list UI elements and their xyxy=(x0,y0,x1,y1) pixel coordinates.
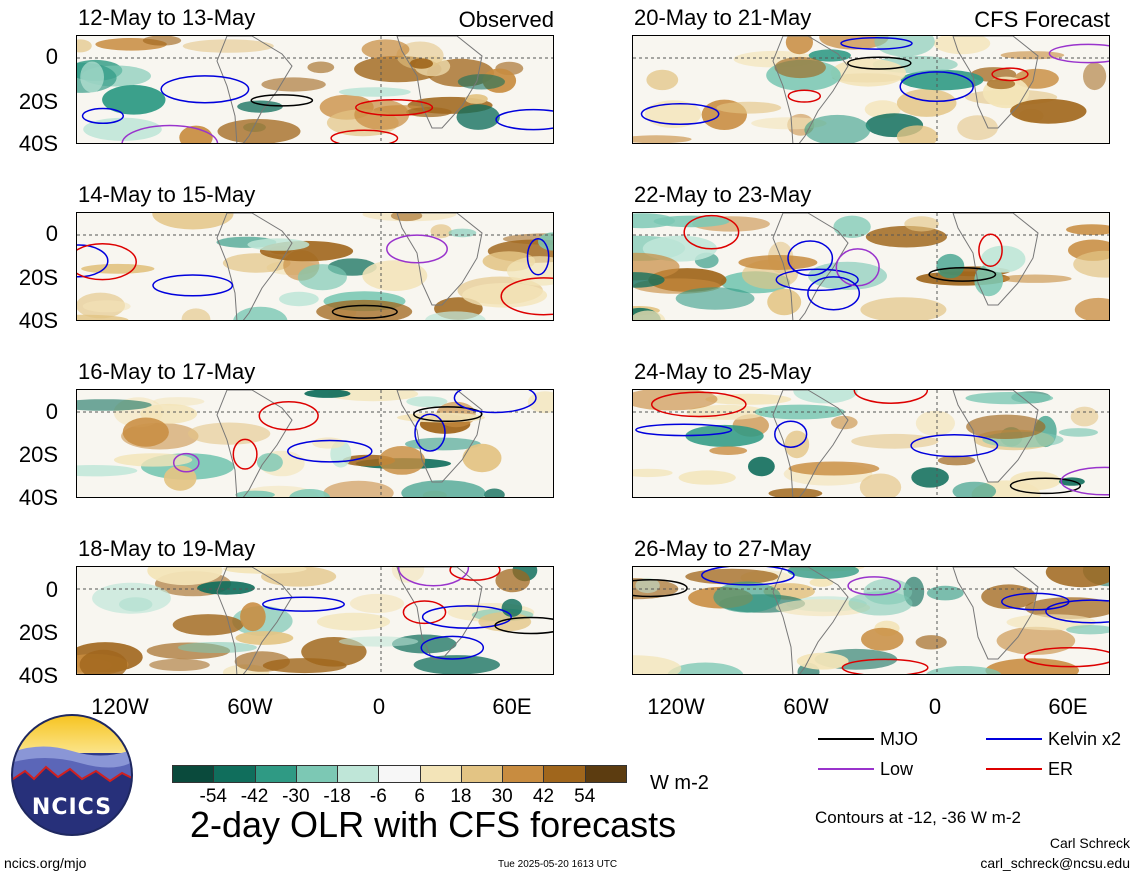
footer-author: Carl Schreck xyxy=(1049,835,1130,851)
colorbar-swatch xyxy=(295,765,339,783)
colorbar-swatch xyxy=(254,765,297,783)
colorbar-tick-label: 6 xyxy=(414,786,425,807)
legend-label-er: ER xyxy=(1048,759,1074,779)
colorbar-tick-label: -18 xyxy=(323,786,351,807)
lat-label: 40S xyxy=(18,308,58,333)
colorbar-swatch xyxy=(460,765,504,783)
panel-title: 24-May to 25-May xyxy=(634,359,812,384)
colorbar-tick-label: 18 xyxy=(450,786,472,807)
lat-label: 20S xyxy=(18,442,58,467)
main-title: 2-day OLR with CFS forecasts xyxy=(190,804,677,845)
olr-map-panel xyxy=(76,566,554,675)
footer-email[interactable]: carl_schreck@ncsu.edu xyxy=(980,855,1130,871)
olr-map-panel xyxy=(632,566,1110,675)
lat-label: 40S xyxy=(18,663,58,688)
olr-map-panel xyxy=(76,35,554,144)
panel-title: 22-May to 23-May xyxy=(634,182,812,207)
colorbar-swatch xyxy=(543,765,586,783)
colorbar-swatch xyxy=(419,765,462,783)
legend-label-mjo: MJO xyxy=(880,729,918,749)
lat-label: 0 xyxy=(45,577,58,602)
lon-label: 60W xyxy=(783,694,829,719)
colorbar-swatch xyxy=(172,765,215,783)
lon-label: 60E xyxy=(492,694,532,719)
lon-label: 60E xyxy=(1048,694,1088,719)
legend-line-kelvin xyxy=(986,738,1042,740)
lat-label: 20S xyxy=(18,620,58,645)
colorbar-tick-label: -54 xyxy=(199,786,227,807)
panel-source-label: CFS Forecast xyxy=(974,7,1110,32)
colorbar-tick-label: -30 xyxy=(282,786,310,807)
footer-url[interactable]: ncics.org/mjo xyxy=(4,855,87,871)
logo-text: NCICS xyxy=(31,795,113,820)
colorbar-swatch xyxy=(502,765,545,783)
panel-title: 14-May to 15-May xyxy=(78,182,256,207)
olr-map-panel xyxy=(76,389,554,498)
panel-title: 26-May to 27-May xyxy=(634,536,812,561)
lon-label: 0 xyxy=(372,694,386,719)
lat-label: 20S xyxy=(18,89,58,114)
panel-source-label: Observed xyxy=(458,7,554,32)
colorbar-swatch xyxy=(213,765,256,783)
lon-label: 120W xyxy=(91,694,149,719)
lat-label: 0 xyxy=(45,44,58,69)
lat-label: 0 xyxy=(45,399,58,424)
colorbar-tick-label: -42 xyxy=(240,786,269,807)
lat-label: 20S xyxy=(18,265,58,290)
olr-map-panel xyxy=(76,212,554,321)
lon-label: 60W xyxy=(227,694,273,719)
lat-label: 0 xyxy=(45,221,58,246)
colorbar-tick-label: -6 xyxy=(369,786,387,807)
colorbar-tick-label: 30 xyxy=(491,786,513,807)
colorbar xyxy=(172,765,627,783)
colorbar-swatch xyxy=(337,765,380,783)
legend-line-mjo xyxy=(818,738,874,740)
lon-label: 120W xyxy=(647,694,705,719)
legend-line-er xyxy=(986,768,1042,770)
panel-title: 18-May to 19-May xyxy=(78,536,256,561)
colorbar-unit: W m-2 xyxy=(650,772,709,794)
colorbar-tick-labels: -54 -42 -30 -18 -6 6 18 30 42 54 xyxy=(172,787,626,809)
panel-title: 12-May to 13-May xyxy=(78,5,256,30)
contour-note: Contours at -12, -36 W m-2 xyxy=(815,808,1021,827)
olr-map-panel xyxy=(632,389,1110,498)
panel-title: 20-May to 21-May xyxy=(634,5,812,30)
olr-map-panel xyxy=(632,35,1110,144)
panel-title: 16-May to 17-May xyxy=(78,359,256,384)
colorbar-tick-label: 42 xyxy=(532,786,555,807)
lat-label: 40S xyxy=(18,131,58,156)
colorbar-tick-label: 54 xyxy=(574,786,596,807)
olr-map-panel xyxy=(632,212,1110,321)
lon-label: 0 xyxy=(928,694,942,719)
legend-line-low xyxy=(818,768,874,770)
colorbar-swatch xyxy=(378,765,421,783)
ncics-logo: NCICS xyxy=(10,713,134,837)
lat-label: 40S xyxy=(18,485,58,510)
footer-timestamp: Tue 2025-05-20 1613 UTC xyxy=(498,859,618,870)
legend-label-low: Low xyxy=(880,759,914,779)
colorbar-swatch xyxy=(584,765,627,783)
legend-label-kelvin: Kelvin x2 xyxy=(1048,729,1122,749)
